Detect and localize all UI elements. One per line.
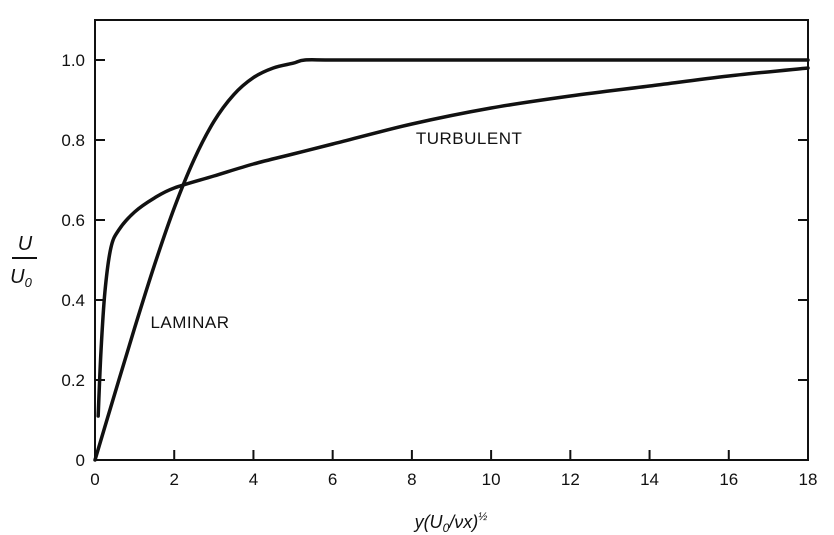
- y-tick-label: 0.4: [61, 291, 85, 310]
- x-axis-ticks: 0 2 4 6 8 10 12 14 16 18: [90, 450, 817, 489]
- x-tick-label: 10: [482, 470, 501, 489]
- y-axis-denominator: U0: [10, 266, 32, 290]
- turbulent-curve: [96, 66, 810, 418]
- x-tick-label: 14: [640, 470, 659, 489]
- x-axis-title: y(U0/νx)½: [413, 511, 488, 535]
- y-tick-label: 0.8: [61, 131, 85, 150]
- curve-labels: LAMINAR TURBULENT: [150, 129, 523, 332]
- x-tick-label: 4: [249, 470, 258, 489]
- y-axis-title: U U0: [10, 233, 37, 290]
- y-axis-ticks: 0 0.2 0.4 0.6 0.8 1.0: [61, 51, 808, 470]
- y-tick-label: 1.0: [61, 51, 85, 70]
- y-tick-label: 0.6: [61, 211, 85, 230]
- data-curves: [93, 58, 810, 462]
- laminar-label: LAMINAR: [150, 313, 229, 332]
- x-tick-label: 18: [799, 470, 818, 489]
- laminar-curve: [93, 58, 810, 462]
- x-tick-label: 0: [90, 470, 99, 489]
- turbulent-label: TURBULENT: [416, 129, 523, 148]
- x-tick-label: 2: [169, 470, 178, 489]
- x-tick-label: 12: [561, 470, 580, 489]
- x-tick-label: 16: [719, 470, 738, 489]
- y-axis-numerator: U: [18, 233, 33, 255]
- x-tick-label: 6: [328, 470, 337, 489]
- plot-frame: [94, 19, 809, 461]
- y-tick-label: 0.2: [61, 371, 85, 390]
- x-tick-label: 8: [407, 470, 416, 489]
- y-tick-label: 0: [76, 451, 85, 470]
